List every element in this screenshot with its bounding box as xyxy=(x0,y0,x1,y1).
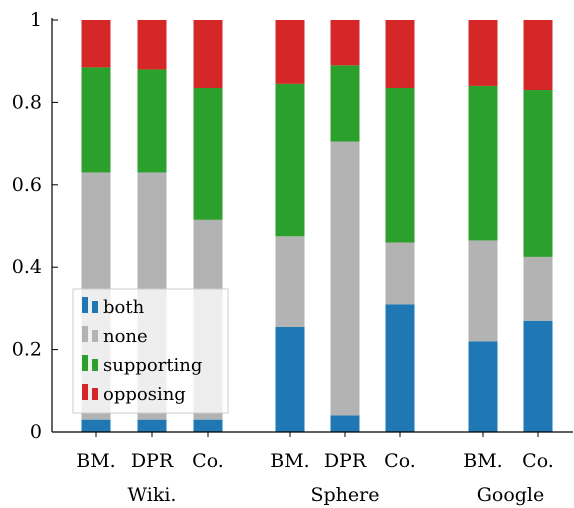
bar-segment-supporting-1 xyxy=(137,69,167,173)
legend: both none supporting opposing xyxy=(72,288,229,414)
bar-segment-both-4 xyxy=(330,415,360,432)
bar-segment-both-5 xyxy=(385,304,415,432)
x-tick-label: BM. xyxy=(76,450,115,472)
bar-segment-supporting-4 xyxy=(330,65,360,142)
legend-label-none: none xyxy=(103,326,148,347)
bar-segment-none-3 xyxy=(275,236,305,327)
y-tick-label: 0.2 xyxy=(12,339,42,361)
x-tick-label: DPR xyxy=(324,450,367,472)
labels-layer: 0 0.2 0.4 0.6 0.8 1 BM. DPR Co. BM. DPR Co. BM. Co. Wi… xyxy=(12,9,554,506)
bar-segment-supporting-3 xyxy=(275,83,305,237)
bar-segment-opposing-5 xyxy=(385,20,415,88)
x-tick-label: BM. xyxy=(463,450,502,472)
legend-swatch-both xyxy=(82,297,98,313)
x-tick-label: Co. xyxy=(192,450,224,472)
y-tick-label: 0 xyxy=(30,421,42,443)
bar-segment-supporting-0 xyxy=(81,67,111,173)
bar-segment-opposing-2 xyxy=(193,20,223,88)
bar-segment-both-3 xyxy=(275,326,305,432)
bar-segment-supporting-2 xyxy=(193,87,223,220)
bar-segment-none-5 xyxy=(385,242,415,305)
bar-segment-opposing-6 xyxy=(468,20,498,86)
x-tick-label: Co. xyxy=(384,450,416,472)
bar-segment-both-1 xyxy=(137,419,167,432)
legend-swatch-supporting xyxy=(82,355,98,371)
bar-segment-none-4 xyxy=(330,141,360,416)
group-label: Google xyxy=(477,484,545,506)
bar-segment-opposing-1 xyxy=(137,20,167,70)
bar-segment-none-6 xyxy=(468,240,498,342)
group-label: Sphere xyxy=(311,484,380,506)
bar-segment-opposing-0 xyxy=(81,20,111,68)
group-label: Wiki. xyxy=(128,484,177,506)
legend-box xyxy=(72,288,229,414)
bar-segment-opposing-7 xyxy=(523,20,553,91)
y-tick-label: 0.6 xyxy=(12,174,42,196)
bar-segment-both-7 xyxy=(523,320,553,432)
bar-segment-both-0 xyxy=(81,419,111,432)
legend-label-both: both xyxy=(103,297,145,318)
bar-segment-opposing-3 xyxy=(275,20,305,84)
legend-swatch-none xyxy=(82,326,98,342)
y-tick-label: 1 xyxy=(30,9,42,31)
x-tick-label: Co. xyxy=(522,450,554,472)
bar-segment-none-7 xyxy=(523,256,553,321)
x-tick-label: DPR xyxy=(131,450,174,472)
legend-swatch-opposing xyxy=(82,384,98,400)
bar-segment-supporting-6 xyxy=(468,85,498,241)
y-tick-label: 0.4 xyxy=(12,256,42,278)
bar-segment-opposing-4 xyxy=(330,20,360,66)
bar-segment-both-6 xyxy=(468,341,498,432)
bar-segment-both-2 xyxy=(193,419,223,432)
bar-segment-supporting-7 xyxy=(523,90,553,257)
axes-layer xyxy=(51,18,573,437)
bar-segment-supporting-5 xyxy=(385,87,415,243)
legend-label-opposing: opposing xyxy=(103,384,186,405)
y-tick-label: 0.8 xyxy=(12,91,42,113)
x-tick-label: BM. xyxy=(270,450,309,472)
legend-label-supporting: supporting xyxy=(103,355,202,376)
